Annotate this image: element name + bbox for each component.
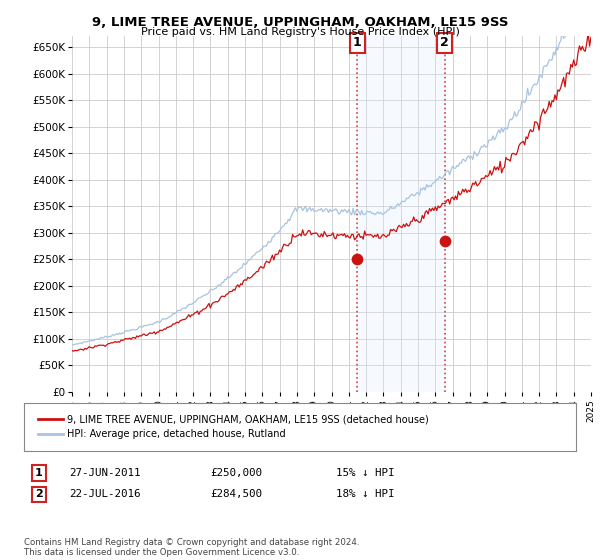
Text: 1: 1 bbox=[35, 468, 43, 478]
Text: 15% ↓ HPI: 15% ↓ HPI bbox=[336, 468, 395, 478]
Legend: 9, LIME TREE AVENUE, UPPINGHAM, OAKHAM, LE15 9SS (detached house), HPI: Average : 9, LIME TREE AVENUE, UPPINGHAM, OAKHAM, … bbox=[34, 410, 433, 444]
Text: £284,500: £284,500 bbox=[210, 489, 262, 500]
Text: 9, LIME TREE AVENUE, UPPINGHAM, OAKHAM, LE15 9SS: 9, LIME TREE AVENUE, UPPINGHAM, OAKHAM, … bbox=[92, 16, 508, 29]
Text: 2: 2 bbox=[35, 489, 43, 500]
Text: Price paid vs. HM Land Registry's House Price Index (HPI): Price paid vs. HM Land Registry's House … bbox=[140, 27, 460, 37]
Text: 18% ↓ HPI: 18% ↓ HPI bbox=[336, 489, 395, 500]
Text: 27-JUN-2011: 27-JUN-2011 bbox=[69, 468, 140, 478]
Text: 2: 2 bbox=[440, 36, 449, 49]
Point bbox=[352, 255, 362, 264]
Text: 1: 1 bbox=[353, 36, 362, 49]
Text: £250,000: £250,000 bbox=[210, 468, 262, 478]
Text: Contains HM Land Registry data © Crown copyright and database right 2024.
This d: Contains HM Land Registry data © Crown c… bbox=[24, 538, 359, 557]
Bar bbox=[357, 36, 445, 392]
Text: 22-JUL-2016: 22-JUL-2016 bbox=[69, 489, 140, 500]
Point bbox=[440, 236, 449, 245]
